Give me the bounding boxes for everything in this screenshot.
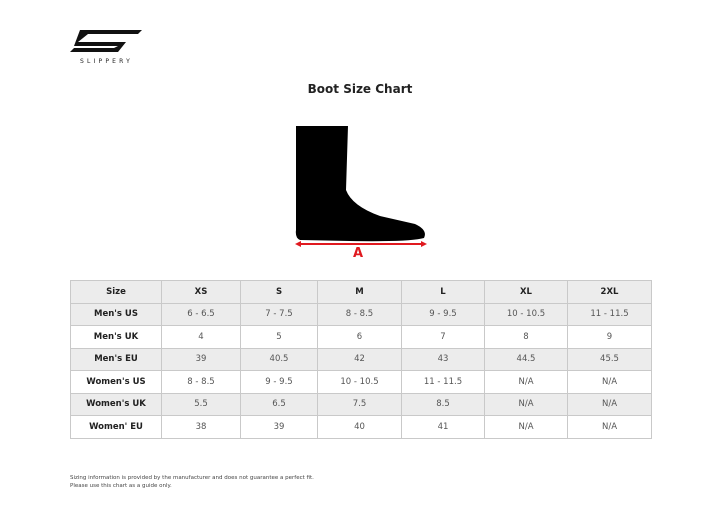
table-cell: 6.5 <box>240 392 318 416</box>
table-cell: 8 <box>484 325 568 349</box>
size-table: Size XS S M L XL 2XL Men's US 6 - 6.5 7 - 7.5 8 - … <box>70 280 652 439</box>
table-cell: 7 <box>401 325 485 349</box>
table-cell: 9 - 9.5 <box>240 370 318 394</box>
table-cell: 10 - 10.5 <box>317 370 402 394</box>
column-header: S <box>240 280 318 304</box>
table-cell: 6 <box>317 325 402 349</box>
table-cell: N/A <box>567 370 652 394</box>
table-cell: 4 <box>161 325 241 349</box>
table-cell: N/A <box>567 392 652 416</box>
table-row: Women's UK 5.5 6.5 7.5 8.5 N/A N/A <box>70 392 652 416</box>
brand-name: SLIPPERY <box>80 58 133 65</box>
table-row: Women' EU 38 39 40 41 N/A N/A <box>70 415 652 439</box>
slippery-logo <box>70 30 142 52</box>
table-row: Men's UK 4 5 6 7 8 9 <box>70 325 652 349</box>
page-title: Boot Size Chart <box>307 82 413 96</box>
column-header: 2XL <box>567 280 652 304</box>
row-header: Men's EU <box>70 347 162 371</box>
row-header: Women's US <box>70 370 162 394</box>
table-cell: 7 - 7.5 <box>240 302 318 326</box>
table-cell: 9 - 9.5 <box>401 302 485 326</box>
column-header: Size <box>70 280 162 304</box>
column-header: M <box>317 280 402 304</box>
measure-label: A <box>353 246 364 261</box>
table-cell: 41 <box>401 415 485 439</box>
table-row: Men's US 6 - 6.5 7 - 7.5 8 - 8.5 9 - 9.5 10 -… <box>70 302 652 326</box>
table-cell: 5.5 <box>161 392 241 416</box>
table-cell: N/A <box>484 415 568 439</box>
table-cell: 11 - 11.5 <box>567 302 652 326</box>
table-cell: N/A <box>484 370 568 394</box>
disclaimer-line: Please use this chart as a guide only. <box>70 483 172 489</box>
table-row: Women's US 8 - 8.5 9 - 9.5 10 - 10.5 11 - 11… <box>70 370 652 394</box>
disclaimer-line: Sizing information is provided by the ma… <box>70 475 314 481</box>
table-cell: 38 <box>161 415 241 439</box>
table-cell: 40.5 <box>240 347 318 371</box>
table-cell: 6 - 6.5 <box>161 302 241 326</box>
table-header-row: Size XS S M L XL 2XL <box>70 280 652 304</box>
table-cell: 8 - 8.5 <box>317 302 402 326</box>
row-header: Women's UK <box>70 392 162 416</box>
table-cell: 45.5 <box>567 347 652 371</box>
boot-silhouette-icon <box>295 126 427 247</box>
table-cell: 10 - 10.5 <box>484 302 568 326</box>
disclaimer: Sizing information is provided by the ma… <box>70 474 314 490</box>
table-cell: 7.5 <box>317 392 402 416</box>
row-header: Women' EU <box>70 415 162 439</box>
table-cell: 9 <box>567 325 652 349</box>
column-header: XL <box>484 280 568 304</box>
row-header: Men's UK <box>70 325 162 349</box>
column-header: L <box>401 280 485 304</box>
row-header: Men's US <box>70 302 162 326</box>
table-cell: 8.5 <box>401 392 485 416</box>
table-cell: 43 <box>401 347 485 371</box>
column-header: XS <box>161 280 241 304</box>
table-row: Men's EU 39 40.5 42 43 44.5 45.5 <box>70 347 652 371</box>
table-cell: 44.5 <box>484 347 568 371</box>
table-cell: 39 <box>161 347 241 371</box>
table-cell: 42 <box>317 347 402 371</box>
table-cell: 40 <box>317 415 402 439</box>
table-cell: N/A <box>484 392 568 416</box>
table-cell: 5 <box>240 325 318 349</box>
table-cell: 11 - 11.5 <box>401 370 485 394</box>
table-cell: 8 - 8.5 <box>161 370 241 394</box>
table-cell: 39 <box>240 415 318 439</box>
table-cell: N/A <box>567 415 652 439</box>
